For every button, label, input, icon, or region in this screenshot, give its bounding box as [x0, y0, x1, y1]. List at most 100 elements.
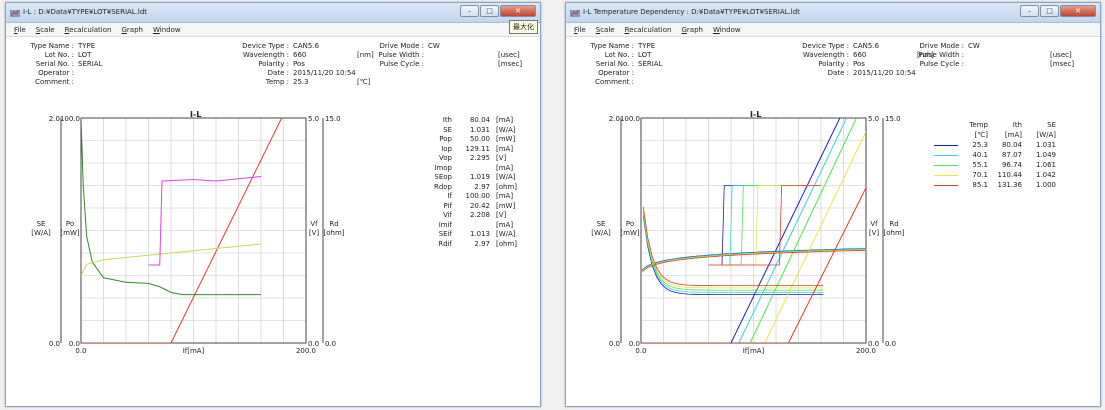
temp-table-se: 1.049	[1035, 151, 1056, 159]
close-button[interactable]: ✕	[500, 5, 536, 17]
result-unit: [W/A]	[496, 125, 516, 134]
result-value: 129.11	[465, 144, 491, 153]
series-line-55.1	[641, 118, 857, 343]
result-unit: [mA]	[496, 220, 514, 229]
po-axis-label-0: Po	[66, 220, 74, 228]
menu-file[interactable]: File	[14, 25, 26, 34]
menu-graph[interactable]: Graph	[121, 25, 143, 34]
temp-table-header-cell: SE	[1047, 121, 1056, 129]
window-title: I-L : D:¥Data¥TYPE¥LOT¥SERIAL.ldt	[23, 8, 148, 16]
result-unit: [mA]	[496, 144, 514, 153]
header-left: Type Name : TYPE Lot No. : LOT Serial No. …	[16, 42, 102, 87]
result-unit: [mW]	[496, 135, 516, 143]
temp-table-temp: 85.1	[972, 181, 988, 189]
result-label: SEop	[434, 173, 452, 181]
result-value: 2.97	[474, 239, 490, 248]
po-bottom-tick: 0.0	[629, 340, 640, 348]
se-axis-label-0: SE	[37, 220, 46, 228]
menu-scale[interactable]: Scale	[595, 25, 615, 34]
menu-graph[interactable]: Graph	[681, 25, 703, 34]
polarity-label: Polarity :	[818, 60, 849, 68]
rd-curve-85.1	[708, 185, 821, 266]
temp-table-row: 55.1 96.74 1.061	[934, 160, 1056, 170]
temp-table-row: 40.1 87.07 1.049	[934, 150, 1056, 160]
rd-top-tick: 15.0	[325, 115, 341, 123]
minimize-button[interactable]: –	[1020, 5, 1039, 17]
temp-table-row: 25.3 80.04 1.031	[934, 140, 1056, 150]
pulse-width-label: Pulse Width :	[378, 51, 424, 59]
menu-recalculation[interactable]: Recalculation	[64, 25, 112, 34]
se-curve-70.1	[642, 208, 824, 289]
date-value: 2015/11/20 10:54	[293, 69, 356, 77]
temp-unit: [℃]	[357, 78, 371, 86]
pulse-width-unit: [usec]	[1050, 51, 1072, 59]
x-right-tick: 200.0	[296, 347, 316, 355]
operator-label: Operator :	[598, 69, 634, 77]
wavelength-value: 660	[853, 51, 867, 59]
series-group	[641, 118, 866, 343]
rd-axis-label-0: Rd	[889, 220, 898, 228]
app-icon	[570, 9, 580, 17]
po-axis-label-1: [mW]	[620, 229, 639, 237]
result-unit: [ohm]	[496, 239, 517, 248]
polarity-value: Pos	[293, 60, 305, 68]
se-bottom-tick: 0.0	[609, 340, 620, 348]
menu-recalculation[interactable]: Recalculation	[624, 25, 672, 34]
result-row-seop: SEop 1.019 [W/A]	[400, 173, 520, 183]
title-bar[interactable]: I-L Temperature Dependency : D:¥Data¥TYP…	[566, 3, 1100, 23]
result-value	[452, 221, 490, 231]
minimize-button[interactable]: –	[460, 5, 479, 17]
maximize-button[interactable]: □	[1040, 5, 1059, 17]
il-temp-window[interactable]: I-L Temperature Dependency : D:¥Data¥TYP…	[565, 2, 1101, 407]
device-type-label: Device Type :	[802, 42, 849, 50]
temp-table-temp: 25.3	[972, 141, 988, 149]
temp-table-se: 1.000	[1035, 181, 1056, 189]
vf-top-tick: 5.0	[308, 115, 319, 123]
date-value: 2015/11/20 10:54	[853, 69, 916, 77]
maximize-button[interactable]: □	[480, 5, 499, 17]
graph-title: I-L	[190, 110, 202, 119]
temp-table-header-cell: Ith	[1012, 121, 1022, 129]
device-type-value: CAN5.6	[293, 42, 320, 50]
po-bottom-tick: 0.0	[69, 340, 80, 348]
temp-table-row: 85.1 131.36 1.000	[934, 180, 1056, 190]
result-row-iop: Iop 129.11 [mA]	[400, 145, 520, 155]
result-value: 1.031	[469, 125, 490, 134]
legend-line	[934, 164, 958, 166]
menu-window[interactable]: Window	[152, 25, 181, 34]
menu-scale[interactable]: Scale	[35, 25, 55, 34]
result-unit: [ohm]	[496, 182, 517, 191]
il-window[interactable]: I-L : D:¥Data¥TYPE¥LOT¥SERIAL.ldt – □ ✕ …	[5, 2, 541, 407]
result-label: Imif	[438, 220, 452, 229]
result-label: Pop	[439, 135, 452, 143]
close-button[interactable]: ✕	[1060, 5, 1096, 17]
temp-table-header-cell: Temp	[969, 121, 988, 129]
legend-line	[934, 174, 958, 176]
client-area: Type Name : TYPE Lot No. : LOT Serial No. …	[566, 38, 1100, 406]
result-label: Imop	[434, 163, 452, 172]
se-axis-label-0: SE	[597, 220, 606, 228]
menu-window[interactable]: Window	[712, 25, 741, 34]
pulse-cycle-label: Pulse Cycle :	[919, 60, 964, 68]
title-bar[interactable]: I-L : D:¥Data¥TYPE¥LOT¥SERIAL.ldt – □ ✕ …	[6, 3, 540, 34]
rd-axis-label-1: [ohm]	[884, 229, 905, 237]
x-left-tick: 0.0	[75, 347, 86, 355]
vf-top-tick: 5.0	[868, 115, 879, 123]
menu-file[interactable]: File	[574, 25, 586, 34]
result-value: 100.00	[465, 192, 491, 200]
result-unit: [V]	[496, 211, 507, 219]
vf-curve-55.1	[641, 249, 866, 271]
il-chart[interactable]: 2.0 100.0 5.0 15.00.0 0.0 0.0 0.00.0 200.0If[mA…	[6, 108, 542, 358]
result-row-imop: Imop [mA]	[400, 164, 520, 174]
se-bottom-tick: 0.0	[49, 340, 60, 348]
plot-frame	[80, 117, 307, 344]
polarity-label: Polarity :	[258, 60, 289, 68]
il-temp-chart[interactable]: 2.0 100.0 5.0 15.00.0 0.0 0.0 0.00.0 200.0If[mA…	[566, 108, 1102, 358]
result-row-rdop: Rdop 2.97 [ohm]	[400, 183, 520, 193]
temp-table-header-cell: [℃]	[974, 131, 988, 139]
temp-table-temp: 40.1	[972, 151, 988, 159]
result-value: 80.04	[469, 116, 490, 124]
rd-axis-label-1: [ohm]	[324, 229, 345, 237]
result-value: 2.208	[469, 211, 490, 219]
po-top-tick: 100.0	[60, 115, 80, 123]
